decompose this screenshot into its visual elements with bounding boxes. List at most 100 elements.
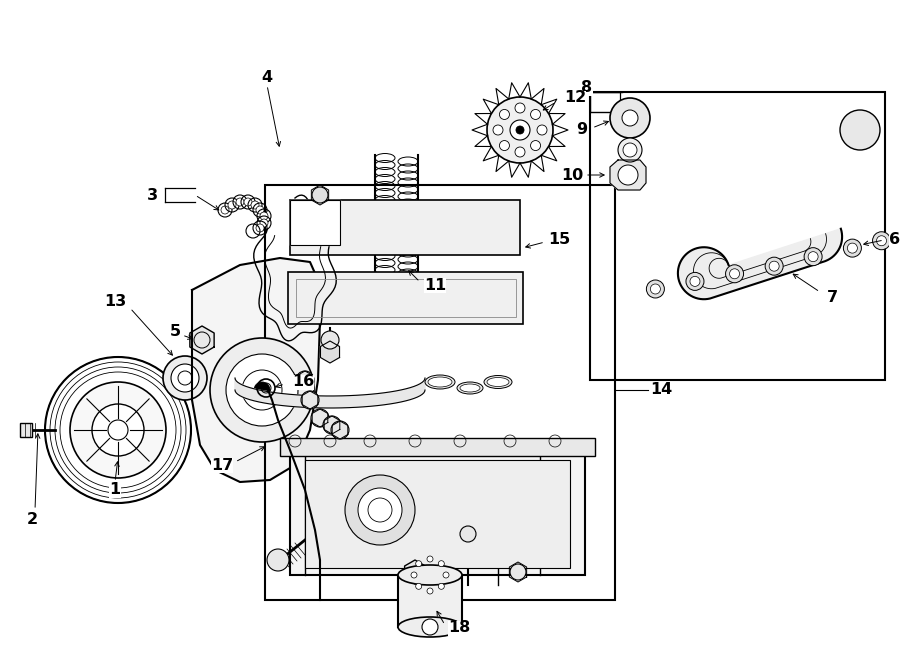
Circle shape xyxy=(487,97,553,163)
Circle shape xyxy=(301,391,319,409)
Circle shape xyxy=(840,110,880,150)
Circle shape xyxy=(422,619,438,635)
Text: 5: 5 xyxy=(169,325,181,340)
Circle shape xyxy=(765,257,783,275)
Circle shape xyxy=(537,125,547,135)
Polygon shape xyxy=(290,200,340,245)
Circle shape xyxy=(416,561,422,566)
Circle shape xyxy=(843,239,861,257)
Text: 8: 8 xyxy=(581,81,592,95)
Text: 18: 18 xyxy=(448,621,470,635)
Circle shape xyxy=(651,284,661,294)
Ellipse shape xyxy=(428,377,452,387)
Circle shape xyxy=(610,98,650,138)
Text: 16: 16 xyxy=(292,375,314,389)
Circle shape xyxy=(618,165,638,185)
Ellipse shape xyxy=(398,565,462,585)
Text: 10: 10 xyxy=(561,167,583,182)
Ellipse shape xyxy=(487,377,509,387)
Circle shape xyxy=(460,526,476,542)
Circle shape xyxy=(690,276,700,286)
Bar xyxy=(20,423,32,437)
Circle shape xyxy=(510,564,526,580)
Circle shape xyxy=(730,269,740,279)
Circle shape xyxy=(210,338,314,442)
Circle shape xyxy=(260,219,268,227)
Circle shape xyxy=(515,147,525,157)
Circle shape xyxy=(443,572,449,578)
Circle shape xyxy=(623,143,637,157)
Bar xyxy=(305,460,570,568)
Circle shape xyxy=(411,572,417,578)
Circle shape xyxy=(228,201,236,209)
Circle shape xyxy=(618,138,642,162)
Text: 11: 11 xyxy=(424,278,446,293)
Bar xyxy=(290,445,585,575)
Circle shape xyxy=(438,583,445,590)
Text: 1: 1 xyxy=(110,483,121,498)
Polygon shape xyxy=(192,258,320,482)
Text: 13: 13 xyxy=(104,295,126,309)
Circle shape xyxy=(260,212,268,220)
Circle shape xyxy=(311,409,329,427)
Text: 15: 15 xyxy=(548,233,571,247)
Circle shape xyxy=(163,356,207,400)
Circle shape xyxy=(646,280,664,298)
Circle shape xyxy=(427,556,433,562)
Text: 2: 2 xyxy=(26,512,38,527)
Circle shape xyxy=(686,272,704,290)
Circle shape xyxy=(236,198,244,206)
Circle shape xyxy=(171,364,199,392)
Text: 7: 7 xyxy=(826,290,838,305)
Polygon shape xyxy=(190,326,214,354)
Circle shape xyxy=(725,265,743,283)
Circle shape xyxy=(358,488,402,532)
Text: 14: 14 xyxy=(650,383,672,397)
Circle shape xyxy=(848,243,858,253)
Polygon shape xyxy=(678,229,842,299)
Text: 17: 17 xyxy=(211,457,233,473)
Polygon shape xyxy=(320,341,339,363)
Bar xyxy=(288,272,523,324)
Circle shape xyxy=(493,125,503,135)
Circle shape xyxy=(312,187,328,203)
Circle shape xyxy=(251,201,259,209)
Polygon shape xyxy=(235,378,425,408)
Circle shape xyxy=(770,261,779,271)
Circle shape xyxy=(500,141,509,151)
Circle shape xyxy=(804,248,822,266)
Text: 3: 3 xyxy=(147,188,158,202)
Circle shape xyxy=(254,382,270,398)
Bar xyxy=(296,279,516,317)
Polygon shape xyxy=(610,160,646,190)
Circle shape xyxy=(323,416,341,434)
Circle shape xyxy=(221,206,229,214)
Circle shape xyxy=(108,420,128,440)
Text: 6: 6 xyxy=(889,233,900,247)
Circle shape xyxy=(267,549,289,571)
Circle shape xyxy=(438,561,445,566)
Circle shape xyxy=(256,224,264,232)
Bar xyxy=(290,200,520,255)
Circle shape xyxy=(515,103,525,113)
Circle shape xyxy=(296,371,314,389)
Ellipse shape xyxy=(425,375,455,389)
Circle shape xyxy=(331,421,349,439)
Text: 4: 4 xyxy=(261,71,273,85)
Circle shape xyxy=(622,110,638,126)
Ellipse shape xyxy=(484,375,512,389)
Circle shape xyxy=(368,498,392,522)
Circle shape xyxy=(321,331,339,349)
Circle shape xyxy=(244,198,252,206)
Bar xyxy=(280,438,595,456)
Bar xyxy=(265,185,615,600)
Circle shape xyxy=(242,370,282,410)
Circle shape xyxy=(516,126,524,134)
Circle shape xyxy=(416,583,422,590)
Circle shape xyxy=(872,232,890,250)
Circle shape xyxy=(531,141,541,151)
Circle shape xyxy=(345,475,415,545)
Circle shape xyxy=(500,110,509,120)
Circle shape xyxy=(226,354,298,426)
Circle shape xyxy=(531,110,541,120)
